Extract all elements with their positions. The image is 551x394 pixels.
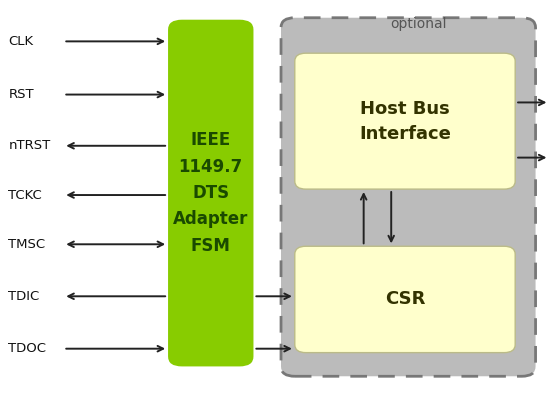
Text: CLK: CLK	[8, 35, 34, 48]
Text: Host Bus
Interface: Host Bus Interface	[359, 100, 451, 143]
Text: TDOC: TDOC	[8, 342, 46, 355]
FancyBboxPatch shape	[295, 53, 515, 189]
FancyBboxPatch shape	[281, 18, 536, 376]
Text: optional: optional	[391, 17, 447, 31]
FancyBboxPatch shape	[295, 246, 515, 353]
Text: IEEE
1149.7
DTS
Adapter
FSM: IEEE 1149.7 DTS Adapter FSM	[173, 131, 249, 255]
Text: TCKC: TCKC	[8, 189, 42, 201]
Text: TDIC: TDIC	[8, 290, 40, 303]
Text: CSR: CSR	[385, 290, 425, 309]
Text: nTRST: nTRST	[8, 139, 51, 152]
Text: RST: RST	[8, 88, 34, 101]
Text: TMSC: TMSC	[8, 238, 45, 251]
FancyBboxPatch shape	[168, 20, 253, 366]
